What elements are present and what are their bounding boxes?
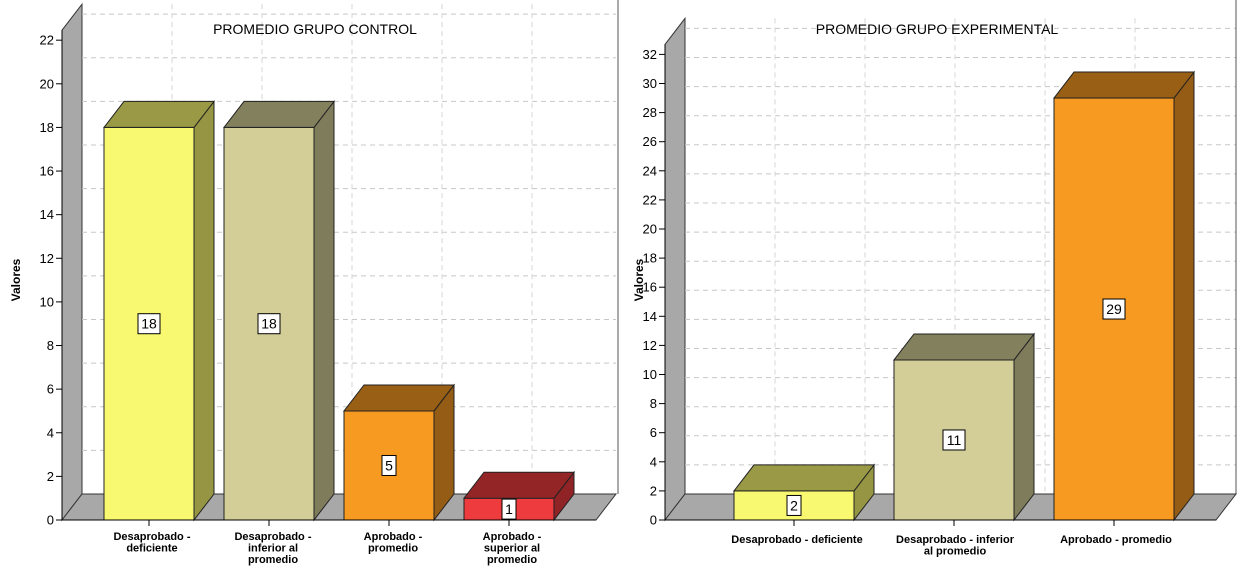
category-label-line: promedio bbox=[368, 543, 418, 555]
category-label-line: superior al bbox=[484, 543, 540, 555]
y-tick-label: 22 bbox=[40, 33, 54, 48]
y-tick-label: 24 bbox=[643, 163, 657, 178]
y-tick-label: 6 bbox=[47, 382, 54, 397]
category-label: Desaprobado -deficiente bbox=[113, 531, 190, 555]
category-label-line: Aprobado - bbox=[364, 531, 423, 543]
bar-2: 5 bbox=[342, 383, 456, 522]
y-axis-label: Valores bbox=[9, 258, 23, 301]
y-tick-label: 16 bbox=[40, 164, 54, 179]
data-label: 5 bbox=[385, 457, 393, 473]
bar-1: 11 bbox=[892, 332, 1036, 522]
category-label-line: Desaprobado - bbox=[234, 531, 311, 543]
category-label: Desaprobado - inferior al promedio bbox=[896, 534, 1015, 558]
category-label: Aprobado - promedio bbox=[1060, 534, 1172, 546]
y-tick-label: 0 bbox=[650, 513, 657, 528]
bar-2: 29 bbox=[1052, 70, 1196, 522]
bar-side bbox=[193, 99, 215, 522]
bar-1: 18 bbox=[222, 99, 336, 522]
y-tick-label: 26 bbox=[643, 134, 657, 149]
category-label-line: Desaprobado - deficiente bbox=[731, 534, 862, 546]
data-label-box bbox=[786, 494, 802, 516]
bar-side bbox=[1013, 332, 1035, 522]
y-tick-label: 22 bbox=[643, 192, 657, 207]
y-tick-label: 16 bbox=[643, 280, 657, 295]
bar-3: 1 bbox=[462, 470, 576, 522]
data-label-box bbox=[501, 498, 517, 520]
y-tick-label: 18 bbox=[643, 251, 657, 266]
category-label-line: Aprobado - promedio bbox=[1060, 534, 1172, 546]
data-label: 11 bbox=[947, 432, 962, 448]
data-label: 1 bbox=[505, 501, 513, 517]
category-label: Aprobado -superior al promedio bbox=[483, 531, 542, 566]
bar-0: 2 bbox=[732, 463, 876, 522]
data-label: 29 bbox=[1106, 301, 1122, 317]
category-label-line: deficiente bbox=[126, 543, 177, 555]
category-label-line: promedio bbox=[248, 554, 298, 566]
data-label: 2 bbox=[790, 497, 798, 513]
y-tick-label: 12 bbox=[40, 251, 54, 266]
bar-top bbox=[222, 100, 336, 128]
y-tick-label: 20 bbox=[643, 222, 657, 237]
y-tick-label: 12 bbox=[643, 338, 657, 353]
category-label-line: al promedio bbox=[924, 546, 987, 558]
category-label: Desaprobado -inferior al promedio bbox=[234, 531, 311, 566]
data-label: 18 bbox=[261, 316, 277, 332]
y-tick-label: 4 bbox=[650, 454, 657, 469]
y-tick-label: 14 bbox=[40, 207, 54, 222]
category-label: Desaprobado - deficiente bbox=[731, 534, 862, 546]
data-label-box bbox=[137, 313, 161, 335]
chart-title: PROMEDIO GRUPO CONTROL bbox=[213, 21, 417, 37]
y-tick-label: 30 bbox=[643, 76, 657, 91]
side-wall bbox=[61, 2, 83, 522]
y-tick-label: 2 bbox=[650, 483, 657, 498]
category-label-line: Aprobado - bbox=[483, 531, 542, 543]
y-tick-label: 20 bbox=[40, 76, 54, 91]
bar-0: 18 bbox=[102, 99, 216, 522]
y-tick-label: 18 bbox=[40, 120, 54, 135]
category-label-line: inferior al bbox=[248, 543, 298, 555]
y-tick-label: 8 bbox=[650, 396, 657, 411]
side-wall bbox=[664, 16, 686, 522]
category-label: Aprobado -promedio bbox=[364, 531, 423, 555]
data-label-box bbox=[1102, 298, 1126, 320]
y-tick-label: 4 bbox=[47, 425, 54, 440]
bar-top bbox=[892, 333, 1036, 361]
y-tick-label: 14 bbox=[643, 309, 657, 324]
y-tick-label: 32 bbox=[643, 47, 657, 62]
category-label-line: promedio bbox=[487, 554, 537, 566]
data-label-box bbox=[942, 429, 966, 451]
bar-top bbox=[1052, 71, 1196, 99]
data-label: 18 bbox=[141, 316, 157, 332]
bar-side bbox=[313, 99, 335, 522]
category-label-line: Desaprobado - bbox=[113, 531, 190, 543]
category-label-line: Desaprobado - inferior bbox=[896, 534, 1015, 546]
y-tick-label: 2 bbox=[47, 469, 54, 484]
bar-top bbox=[102, 100, 216, 128]
bar-side bbox=[1173, 70, 1195, 522]
y-tick-label: 6 bbox=[650, 425, 657, 440]
chart-panel-1: 02468101214161820222426283032ValoresPROM… bbox=[632, 0, 1238, 558]
data-label-box bbox=[381, 454, 397, 476]
y-axis-label: Valores bbox=[632, 258, 646, 301]
y-tick-label: 28 bbox=[643, 105, 657, 120]
bar-top bbox=[342, 384, 456, 412]
y-tick-label: 10 bbox=[40, 294, 54, 309]
chart-title: PROMEDIO GRUPO EXPERIMENTAL bbox=[816, 21, 1059, 37]
y-tick-label: 0 bbox=[47, 513, 54, 528]
y-tick-label: 8 bbox=[47, 338, 54, 353]
data-label-box bbox=[257, 313, 281, 335]
bar-top bbox=[462, 471, 576, 499]
chart-panel-0: 0 2 4 6 8 10 12 14 16 18 20 22 Valores PROMEDIO GRUPO… bbox=[9, 0, 619, 566]
bar-top bbox=[732, 464, 876, 492]
y-tick-label: 10 bbox=[643, 367, 657, 382]
